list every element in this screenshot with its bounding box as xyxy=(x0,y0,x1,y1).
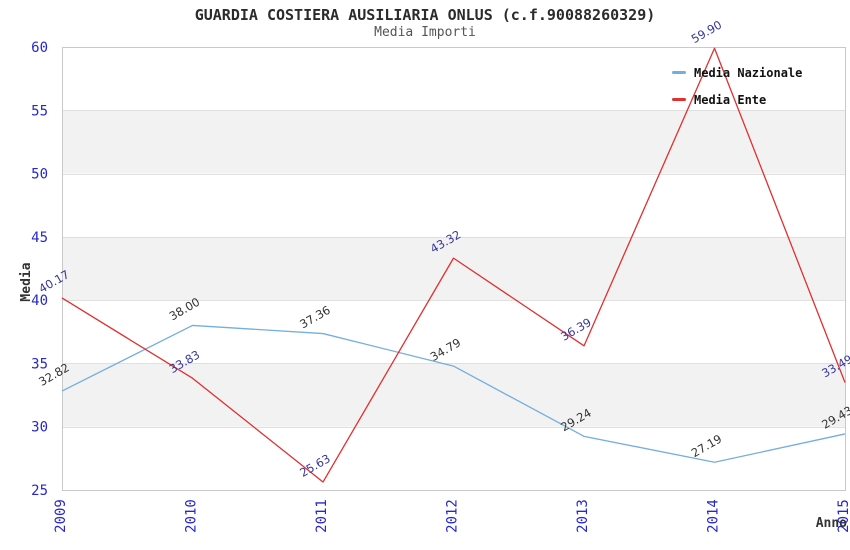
legend-swatch-media-nazionale xyxy=(672,71,686,74)
data-label-media-nazionale: 27.19 xyxy=(689,432,725,461)
legend: Media Nazionale Media Ente xyxy=(672,63,802,109)
y-tick-label: 55 xyxy=(31,103,48,119)
x-tick-label: 2010 xyxy=(184,499,200,533)
legend-item-media-ente: Media Ente xyxy=(672,90,802,109)
y-tick-label: 50 xyxy=(31,167,48,183)
legend-item-media-nazionale: Media Nazionale xyxy=(672,63,802,82)
plot-band xyxy=(62,236,845,301)
plot-band xyxy=(62,110,845,174)
y-axis-title: Media xyxy=(19,262,34,301)
plot-border xyxy=(62,47,846,491)
y-tick-label: 25 xyxy=(31,483,48,499)
legend-label-media-ente: Media Ente xyxy=(694,92,767,107)
y-tick-label: 30 xyxy=(31,420,48,436)
chart-subtitle: Media Importi xyxy=(374,25,476,40)
y-tick-label: 60 xyxy=(31,40,48,56)
data-label-media-ente: 36.39 xyxy=(558,315,594,344)
data-label-media-ente: 59.90 xyxy=(689,18,725,47)
x-tick-label: 2013 xyxy=(575,499,591,533)
legend-label-media-nazionale: Media Nazionale xyxy=(694,65,803,80)
x-tick-label: 2011 xyxy=(314,499,330,533)
x-tick-label: 2014 xyxy=(706,499,722,533)
x-axis-title: Anno xyxy=(816,516,847,531)
x-tick-label: 2012 xyxy=(445,499,461,533)
data-label-media-nazionale: 37.36 xyxy=(297,303,333,332)
series-line-media-nazionale xyxy=(61,324,846,463)
x-tick-label: 2015 xyxy=(836,499,850,533)
chart-title: GUARDIA COSTIERA AUSILIARIA ONLUS (c.f.9… xyxy=(194,6,656,24)
x-tick-label: 2009 xyxy=(53,499,69,533)
y-tick-label: 45 xyxy=(31,230,48,246)
y-tick-label: 35 xyxy=(31,356,48,372)
data-label-media-nazionale: 34.79 xyxy=(428,335,464,364)
plot-band xyxy=(62,363,845,427)
legend-swatch-media-ente xyxy=(672,98,686,101)
y-tick-label: 40 xyxy=(31,293,48,309)
series-line-media-ente xyxy=(61,47,846,483)
